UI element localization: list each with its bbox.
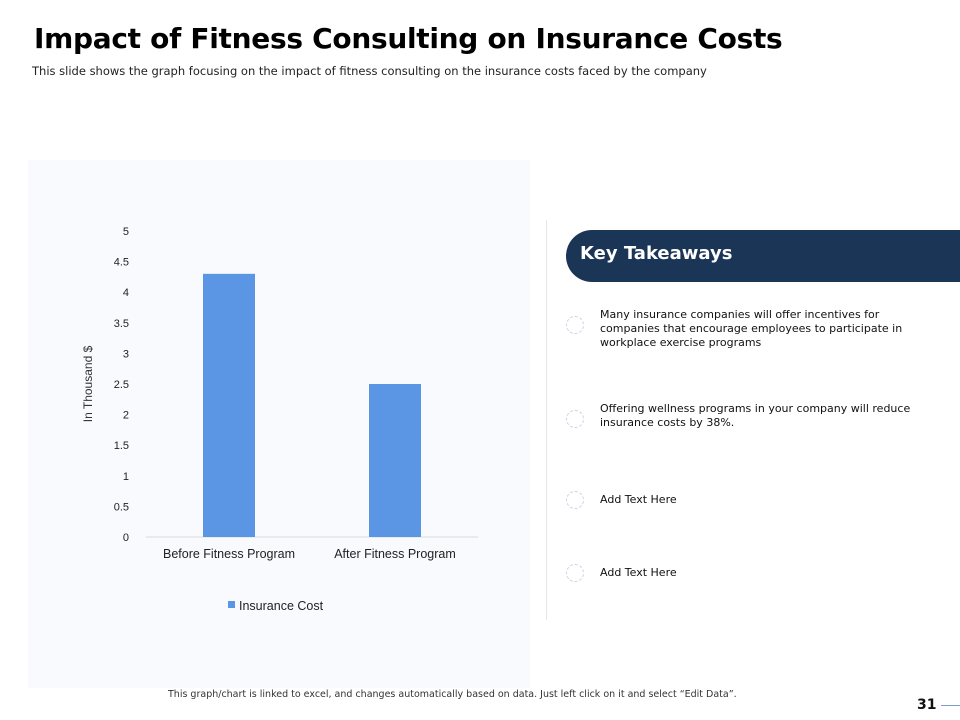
y-tick-label: 5: [123, 226, 129, 238]
y-tick-label: 1.5: [114, 440, 129, 452]
bullet-circle-icon: [566, 316, 584, 334]
slide-subtitle: This slide shows the graph focusing on t…: [32, 64, 707, 78]
y-tick-label: 3: [123, 348, 129, 360]
y-tick-label: 3.5: [114, 318, 129, 330]
y-tick-label: 4.5: [114, 257, 129, 269]
x-tick-label: After Fitness Program: [334, 547, 456, 561]
takeaway-text: Add Text Here: [600, 566, 677, 579]
bar: [203, 273, 255, 537]
y-tick-label: 0.5: [114, 501, 129, 513]
bullet-circle-icon: [566, 564, 584, 582]
divider: [546, 220, 547, 620]
slide-title: Impact of Fitness Consulting on Insuranc…: [34, 22, 783, 55]
takeaway-text: Many insurance companies will offer ince…: [600, 308, 903, 349]
chart-panel: 0 0.5 1 1.5 2 2.5 3 3.5 4 4.5 5 Before Fitness Pro…: [28, 160, 530, 688]
y-axis-title: In Thousand $: [81, 345, 95, 422]
y-tick-label: 1: [123, 471, 129, 483]
takeaway-text: Offering wellness programs in your compa…: [600, 402, 911, 429]
legend-label: Insurance Cost: [239, 599, 324, 613]
legend-swatch: [228, 601, 235, 608]
footer-note: This graph/chart is linked to excel, and…: [168, 689, 737, 700]
bullet-circle-icon: [566, 491, 584, 509]
y-tick-label: 4: [123, 287, 129, 299]
takeaways-title: Key Takeaways: [580, 243, 733, 264]
y-tick-label: 2.5: [114, 379, 129, 391]
takeaway-text: Add Text Here: [600, 493, 677, 506]
y-tick-label: 0: [123, 532, 129, 544]
page-number: 31: [917, 697, 937, 713]
takeaways-header: Key Takeaways: [566, 230, 960, 282]
y-tick-label: 2: [123, 410, 129, 422]
bar-chart: 0 0.5 1 1.5 2 2.5 3 3.5 4 4.5 5 Before Fitness Pro…: [81, 226, 478, 613]
x-tick-label: Before Fitness Program: [163, 547, 295, 561]
page-number-line: [941, 705, 960, 706]
bullet-circle-icon: [566, 410, 584, 428]
bar: [369, 384, 421, 537]
